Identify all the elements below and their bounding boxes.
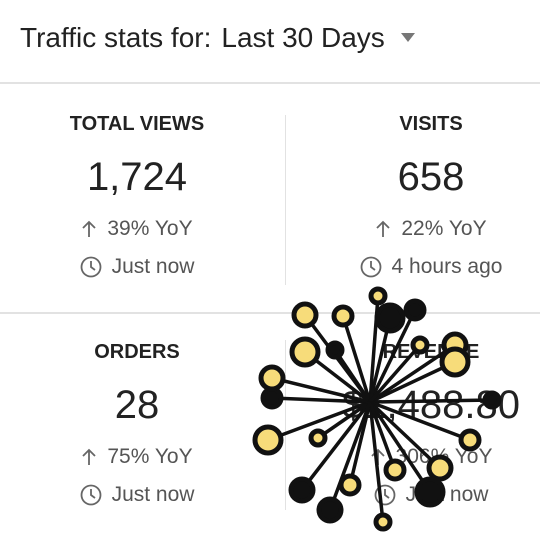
doodle-stroke	[368, 343, 422, 404]
clock-icon	[80, 256, 101, 278]
clock-icon	[374, 484, 395, 506]
stat-change: 39% YoY	[107, 217, 193, 240]
divider	[285, 340, 286, 510]
doodle-stroke	[368, 401, 432, 493]
stat-change-row: 39% YoY	[2, 217, 272, 241]
doodle-stroke	[258, 364, 286, 392]
stat-change: 75% YoY	[107, 445, 193, 468]
doodle-stroke	[374, 302, 406, 334]
divider	[285, 115, 286, 285]
clock-icon	[360, 256, 381, 278]
clock-icon	[80, 484, 101, 506]
doodle-stroke	[288, 476, 316, 504]
doodle-stroke	[414, 476, 446, 508]
stat-change-row: 75% YoY	[2, 445, 272, 469]
doodle-stroke	[369, 343, 456, 404]
stat-change: 22% YoY	[401, 217, 487, 240]
doodle-stroke	[331, 304, 355, 328]
doodle-stroke	[300, 400, 372, 492]
doodle-stroke	[260, 386, 284, 410]
doodle-stroke	[368, 401, 397, 471]
header[interactable]: Traffic stats for: Last 30 Days	[20, 22, 415, 54]
doodle-stroke	[482, 390, 502, 410]
stat-label: VISITS	[399, 113, 463, 135]
doodle-stroke	[325, 340, 345, 360]
doodle-stroke	[271, 396, 371, 404]
doodle-stroke	[338, 473, 362, 497]
up-arrow-icon	[82, 220, 96, 237]
header-title: Traffic stats for:	[20, 22, 212, 53]
up-arrow-icon	[82, 448, 96, 465]
doodle-stroke	[267, 400, 371, 442]
stat-label: ORDERS	[94, 341, 180, 363]
doodle-stroke	[368, 401, 385, 523]
doodle-stroke	[289, 336, 321, 368]
caret[interactable]	[400, 33, 415, 43]
stat-value: 658	[397, 155, 465, 199]
doodle-stroke	[308, 428, 328, 448]
doodle-stroke	[369, 398, 493, 404]
doodle-stroke	[368, 286, 388, 306]
doodle-stroke	[317, 400, 371, 440]
doodle-stroke	[252, 424, 284, 456]
doodle-stroke	[291, 301, 319, 329]
doodle-stroke	[368, 309, 417, 403]
doodle-stroke	[403, 298, 427, 322]
doodle-stroke	[341, 315, 372, 403]
doodle-stroke	[271, 376, 371, 404]
stat-change-row: 22% YoY	[296, 217, 540, 241]
doodle-stroke	[368, 400, 442, 470]
divider	[0, 312, 540, 314]
period-select[interactable]: Last 30 Days	[221, 22, 385, 53]
stat-value: 28	[114, 383, 160, 427]
doodle-stroke	[369, 360, 456, 404]
doodle-stroke	[316, 496, 344, 524]
stat-updated-row: Just now	[2, 483, 272, 507]
doodle-stroke	[328, 401, 372, 511]
doodle-stroke	[369, 400, 471, 442]
doodle-stroke	[410, 335, 430, 355]
doodle-stroke	[426, 454, 454, 482]
up-arrow-icon	[376, 220, 390, 237]
doodle-stroke	[373, 512, 393, 532]
stat-updated: Just now	[111, 483, 195, 506]
stat-updated-row: 4 hours ago	[296, 255, 540, 279]
stat-card: TOTAL VIEWS 1,724 39% YoY Just now	[2, 113, 272, 279]
stat-updated-row: Just now	[2, 255, 272, 279]
stat-card: VISITS 658 22% YoY 4 hours ago	[296, 113, 540, 279]
stat-updated: 4 hours ago	[391, 255, 503, 278]
doodle-stroke	[458, 428, 482, 452]
stat-value: 1,724	[86, 155, 188, 199]
stat-card: ORDERS 28 75% YoY Just now	[2, 341, 272, 507]
stat-label: TOTAL VIEWS	[69, 113, 205, 135]
doodle-stroke	[383, 458, 407, 482]
divider	[0, 82, 540, 84]
stat-updated: Just now	[111, 255, 195, 278]
doodle-stroke	[439, 346, 471, 378]
